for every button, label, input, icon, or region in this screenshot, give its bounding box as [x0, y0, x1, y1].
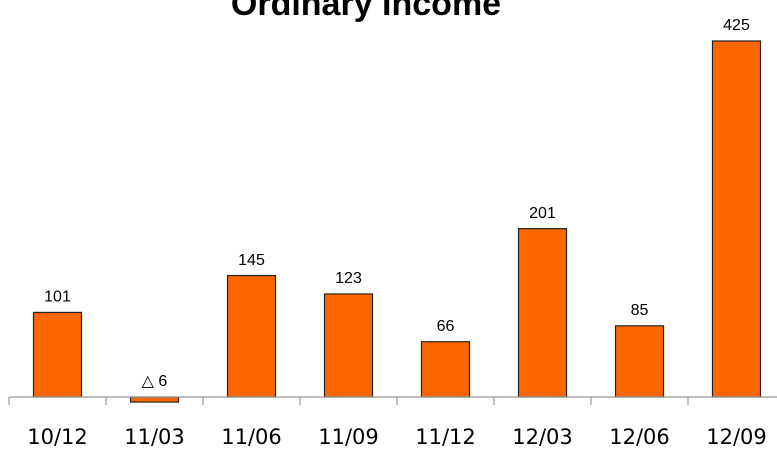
bar: [711, 40, 762, 398]
chart-title: Ordinary Income: [231, 0, 501, 23]
x-tick-label: 11/09: [318, 425, 379, 449]
bar: [614, 325, 665, 398]
data-label: 425: [723, 17, 750, 34]
data-label: 66: [437, 318, 455, 335]
data-label: 101: [44, 289, 71, 306]
x-tick-label: 12/09: [706, 425, 767, 449]
data-label: 123: [335, 270, 362, 287]
x-tick-label: 11/12: [415, 425, 476, 449]
data-label: △ 6: [142, 373, 168, 390]
x-tick-label: 12/06: [609, 425, 670, 449]
bar: [420, 341, 471, 398]
data-label: 201: [529, 205, 556, 222]
x-tick-label: 11/06: [221, 425, 282, 449]
bar: [129, 396, 180, 403]
bar: [226, 274, 277, 398]
bar: [32, 311, 83, 398]
x-tick-label: 10/12: [27, 425, 88, 449]
bar: [517, 228, 568, 398]
x-tick-label: 11/03: [124, 425, 185, 449]
data-label: 145: [238, 252, 265, 269]
x-tick-label: 12/03: [512, 425, 573, 449]
data-label: 85: [631, 302, 649, 319]
bar: [323, 293, 374, 398]
